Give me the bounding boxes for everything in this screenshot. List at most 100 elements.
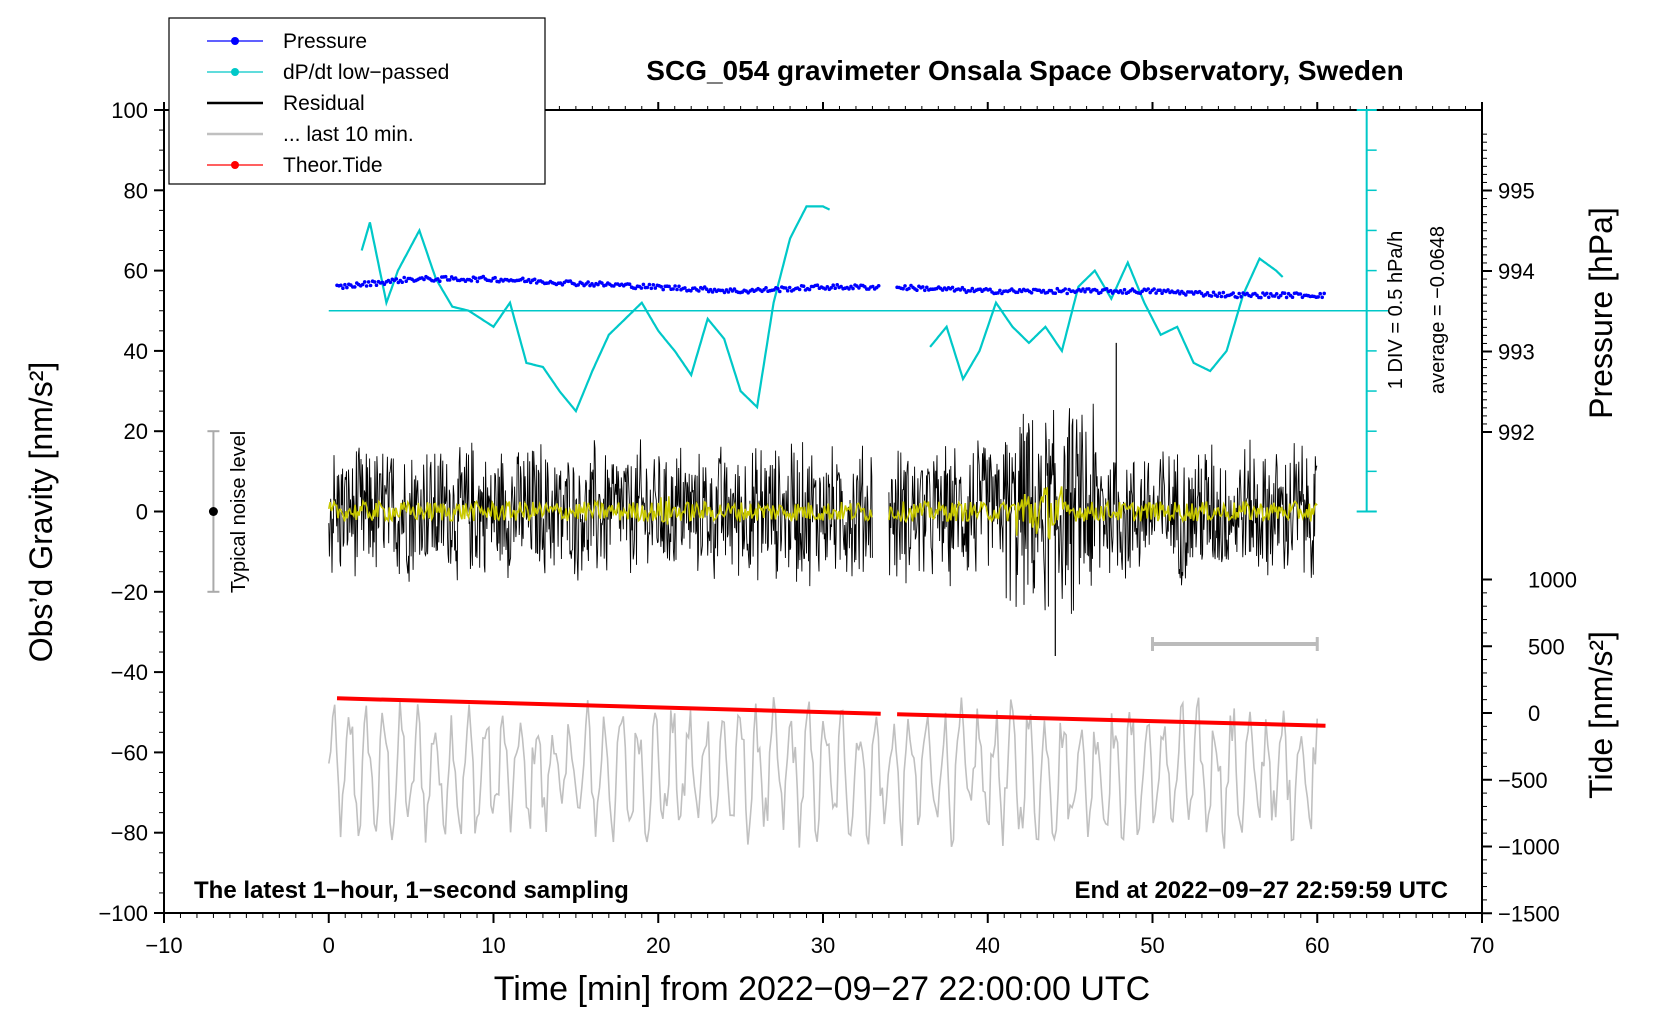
pressure-point [639,286,644,290]
pressure-point [353,285,357,289]
pressure-point [871,284,875,289]
pressure-tick-label: 995 [1498,179,1535,204]
x-tick-label: 10 [481,933,505,958]
series-residual-1 [328,439,873,587]
x-tick-label: 20 [646,933,670,958]
y-tick-label: −80 [111,821,148,846]
pressure-point [1278,293,1283,298]
pressure-point [1029,291,1034,295]
pressure-point [473,276,478,281]
pressure-point [923,288,927,293]
pressure-point [404,279,409,284]
pressure-point [1237,291,1241,296]
y-tick-label: −100 [98,901,148,926]
pressure-point [1219,294,1224,299]
scale-label-average: average = −0.0648 [1427,226,1449,394]
pressure-point [651,283,656,287]
pressure-point [1284,295,1289,300]
pressure-point [600,281,604,285]
pressure-point [847,287,851,291]
pressure-point [1211,290,1216,295]
y-tick-label: 100 [111,98,148,123]
y-tick-label: −20 [111,580,148,605]
pressure-point [667,284,671,289]
noise-bar-center [208,507,218,516]
pressure-point [907,286,911,291]
legend: Pressure dP/dt low−passed Residual ... last… [168,17,546,185]
pressure-point [521,276,525,281]
tide-tick-label: 500 [1528,634,1565,659]
pressure-point [388,280,393,285]
pressure-point [1209,294,1214,298]
legend-item: Pressure [207,30,367,53]
pressure-point [596,282,600,287]
pressure-point [1176,289,1180,293]
legend-label: Pressure [283,30,367,53]
pressure-point [469,279,474,283]
pressure-point [362,280,367,284]
pressure-point [1099,290,1103,295]
pressure-point [710,290,715,294]
pressure-point [341,286,345,291]
x-tick-label: −10 [145,933,182,958]
pressure-point [366,280,371,284]
x-tick-label: 30 [811,933,835,958]
pressure-point [475,279,480,284]
bottom-left-note: The latest 1−hour, 1−second sampling [194,877,629,904]
pressure-point [1282,291,1287,296]
pressure-point [673,284,677,288]
pressure-point [797,287,802,292]
pressure-point [825,285,830,289]
pressure-point [1316,295,1320,299]
pressure-point [641,282,646,287]
series-last-10-min [328,697,1318,849]
pressure-point [925,285,929,290]
pressure-point [801,284,806,289]
pressure-point [438,279,442,284]
pressure-point [1049,288,1054,293]
pressure-point [901,286,905,291]
pressure-point [787,285,792,290]
pressure-point [968,289,973,293]
pressure-point [493,275,497,280]
pressure-point [829,286,833,290]
pressure-point [382,282,387,287]
y-tick-label: 20 [124,419,148,444]
pressure-point [833,286,837,291]
pressure-point [372,280,377,284]
series-layer [207,109,1389,849]
pressure-point [443,274,448,279]
pressure-point [527,277,531,282]
pressure-point [835,283,839,287]
pressure-point [784,286,788,290]
pressure-point [339,283,343,288]
pressure-point [1055,286,1060,291]
pressure-point [671,287,675,291]
y-tick-label: 60 [124,259,148,284]
x-tick-label: 0 [323,933,335,958]
x-tick-label: 70 [1470,933,1494,958]
y-tick-label: 80 [124,178,148,203]
pressure-point [627,282,632,287]
pressure-point [1081,287,1085,291]
pressure-point [1083,289,1087,294]
pressure-point [689,289,693,293]
pressure-point [764,286,768,290]
pressure-point [649,286,654,291]
pressure-point [647,282,652,287]
y-axis-label-left: Obs’d Gravity [nm/s²] [23,362,59,663]
series-pressure-1 [335,274,881,295]
bottom-right-note: End at 2022−09−27 22:59:59 UTC [1074,877,1448,904]
pressure-point [1217,291,1222,296]
pressure-tick-label: 994 [1498,259,1535,284]
pressure-point [364,284,369,288]
pressure-point [343,282,347,287]
pressure-tick-label: 993 [1498,340,1535,365]
pressure-point [722,290,727,295]
legend-item: Residual [207,92,365,115]
y-tick-label: 40 [124,339,148,364]
noise-level-label: Typical noise level [228,431,250,593]
pressure-point [950,285,955,290]
axis-ticks: −10 0 10 20 30 40 50 60 70−100−80−60−40−20020406… [98,98,1577,958]
